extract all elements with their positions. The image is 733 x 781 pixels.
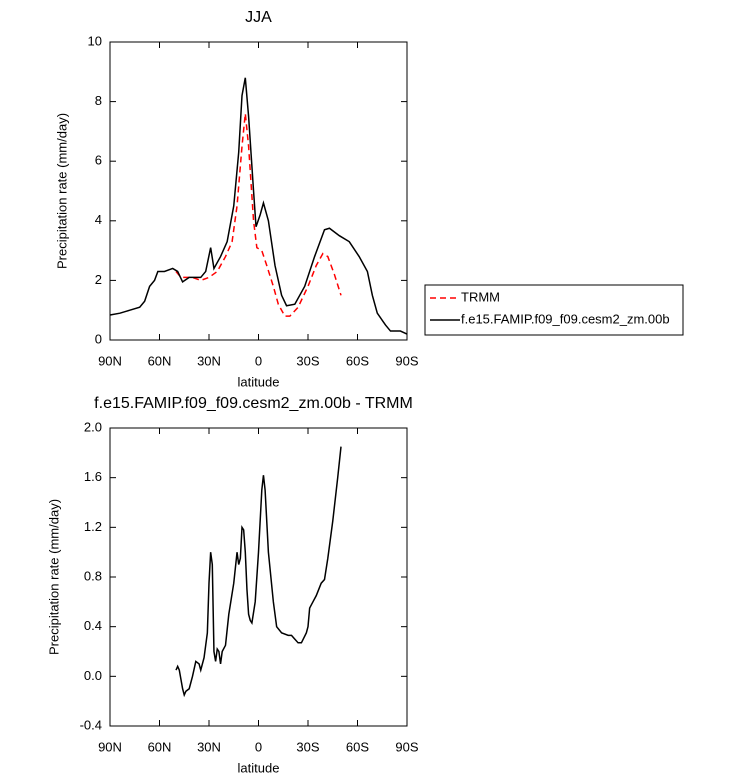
y-tick-label: 0.0 — [84, 668, 102, 683]
plot-frame — [109, 427, 408, 727]
chart-title: JJA — [245, 9, 272, 26]
legend-label: TRMM — [461, 289, 500, 304]
y-tick-label: 10 — [88, 33, 102, 48]
y-tick-label: 4 — [95, 212, 102, 227]
x-tick-label: 60N — [148, 739, 172, 754]
y-tick-label: 2 — [95, 272, 102, 287]
y-tick-label: 0.8 — [84, 568, 102, 583]
x-tick-label: 30N — [197, 739, 221, 754]
x-axis-label: latitude — [238, 760, 280, 775]
x-tick-label: 30N — [197, 353, 221, 368]
y-tick-label: -0.4 — [80, 717, 102, 732]
y-axis-label: Precipitation rate (mm/day) — [46, 499, 61, 655]
y-tick-label: 0.4 — [84, 618, 102, 633]
data-line — [109, 77, 408, 335]
x-tick-label: 90S — [395, 739, 418, 754]
plot-frame — [109, 41, 408, 341]
x-tick-label: 30S — [296, 353, 319, 368]
data-line — [175, 446, 342, 698]
y-tick-label: 0 — [95, 331, 102, 346]
y-axis-label: Precipitation rate (mm/day) — [54, 113, 69, 269]
y-tick-label: 6 — [95, 153, 102, 168]
legend-label: f.e15.FAMIP.f09_f09.cesm2_zm.00b — [461, 311, 670, 326]
x-tick-label: 90N — [98, 739, 122, 754]
x-tick-label: 0 — [255, 739, 262, 754]
y-tick-label: 8 — [95, 93, 102, 108]
legend-box — [424, 284, 684, 336]
x-tick-label: 30S — [296, 739, 319, 754]
y-tick-label: 1.2 — [84, 519, 102, 534]
x-axis-label: latitude — [238, 374, 280, 389]
x-tick-label: 0 — [255, 353, 262, 368]
x-tick-label: 60N — [148, 353, 172, 368]
data-line — [175, 113, 342, 317]
y-tick-label: 1.6 — [84, 469, 102, 484]
x-tick-label: 60S — [346, 353, 369, 368]
x-tick-label: 90N — [98, 353, 122, 368]
y-tick-label: 2.0 — [84, 419, 102, 434]
x-tick-label: 60S — [346, 739, 369, 754]
x-tick-label: 90S — [395, 353, 418, 368]
chart-title: f.e15.FAMIP.f09_f09.cesm2_zm.00b - TRMM — [94, 395, 413, 412]
